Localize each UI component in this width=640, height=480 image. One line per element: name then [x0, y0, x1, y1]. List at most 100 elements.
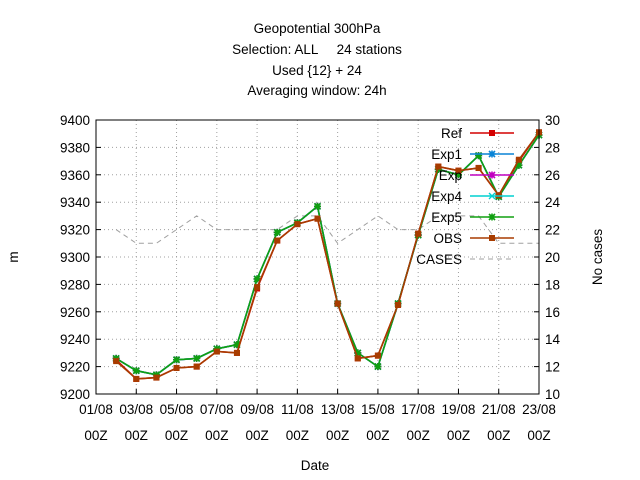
series-line-cases [115, 215, 539, 244]
y-tick-label: 9220 [60, 360, 90, 375]
y-tick-label: 9360 [60, 168, 90, 183]
x-tick-label-date: 01/08 [79, 402, 113, 417]
legend-marker-exp [488, 171, 496, 179]
y2-tick-label: 14 [545, 332, 561, 347]
legend-label-exp5: Exp5 [431, 210, 462, 225]
legend-marker-exp1 [488, 150, 496, 158]
data-point-obs [133, 375, 140, 382]
data-point-obs [515, 156, 522, 163]
data-point-obs [113, 358, 120, 365]
x-tick-label-date: 21/08 [482, 402, 516, 417]
y-tick-label: 9260 [60, 305, 90, 320]
data-point-obs [314, 215, 321, 222]
x-tick-label-date: 13/08 [321, 402, 355, 417]
y-tick-label: 9320 [60, 223, 90, 238]
y-tick-label: 9240 [60, 332, 90, 347]
y-tick-label: 9200 [60, 387, 90, 402]
legend-label-ref: Ref [441, 126, 462, 141]
grid [96, 120, 539, 394]
data-point-obs [233, 349, 240, 356]
cases-layer [115, 215, 539, 244]
x-tick-label-hour: 00Z [205, 428, 228, 443]
x-tick-label-hour: 00Z [326, 428, 349, 443]
title-line-2: Selection: ALL 24 stations [232, 42, 402, 57]
legend-label-exp4: Exp4 [431, 189, 462, 204]
data-point-obs [415, 230, 422, 237]
y2-tick-label: 18 [545, 277, 560, 292]
x-tick-label-date: 05/08 [160, 402, 194, 417]
legend-marker-exp5 [488, 213, 496, 221]
data-point-obs [153, 374, 160, 381]
data-point-exp5 [253, 275, 261, 283]
y-tick-label: 9280 [60, 277, 90, 292]
x-tick-label-date: 17/08 [401, 402, 435, 417]
title-line-1: Geopotential 300hPa [254, 21, 381, 36]
x-tick-label-hour: 00Z [245, 428, 268, 443]
legend-label-obs: OBS [433, 231, 462, 246]
data-point-obs [395, 301, 402, 308]
x-tick-label-hour: 00Z [487, 428, 510, 443]
chart-title: Geopotential 300hPa Selection: ALL 24 st… [232, 21, 402, 98]
x-tick-label-date: 03/08 [119, 402, 153, 417]
data-point-obs [334, 300, 341, 307]
data-point-exp5 [454, 171, 463, 179]
x-tick-label-hour: 00Z [165, 428, 188, 443]
x-tick-label-date: 23/08 [522, 402, 556, 417]
series-layer [112, 129, 543, 382]
data-point-obs [294, 221, 301, 228]
x-tick-label-date: 07/08 [200, 402, 234, 417]
y2-tick-label: 22 [545, 223, 560, 238]
y2-tick-label: 20 [545, 250, 560, 265]
data-point-exp5 [172, 356, 181, 364]
legend-marker-obs [489, 235, 495, 241]
y2-tick-label: 16 [545, 305, 560, 320]
x-tick-label-hour: 00Z [407, 428, 430, 443]
x-tick-label-hour: 00Z [366, 428, 389, 443]
x-axis-label: Date [301, 458, 330, 473]
data-point-exp5 [515, 161, 523, 169]
y2-tick-label: 12 [545, 360, 560, 375]
x-tick-label-hour: 00Z [447, 428, 470, 443]
legend-label-exp: Exp [439, 168, 462, 183]
y-tick-label: 9380 [60, 140, 90, 155]
title-line-4: Averaging window: 24h [247, 83, 386, 98]
data-point-obs [455, 167, 462, 174]
data-point-obs [193, 363, 200, 370]
series-line-exp5 [115, 134, 540, 376]
x-tick-label-date: 15/08 [361, 402, 395, 417]
series-line-obs [115, 131, 540, 380]
y2-axis-label: No cases [590, 229, 605, 286]
data-point-obs [354, 355, 361, 362]
data-point-exp5 [475, 152, 483, 160]
data-point-exp5 [193, 354, 201, 362]
x-tick-label-date: 09/08 [240, 402, 274, 417]
data-point-obs [173, 364, 180, 371]
data-point-obs [254, 284, 261, 291]
x-tick-label-date: 19/08 [442, 402, 476, 417]
x-tick-label-date: 11/08 [281, 402, 314, 417]
y2-tick-label: 26 [545, 168, 560, 183]
y-axis-label: m [6, 251, 21, 262]
title-line-3: Used {12} + 24 [272, 63, 362, 78]
data-point-obs [374, 352, 381, 359]
data-point-obs [274, 237, 281, 244]
data-point-obs [435, 163, 442, 170]
y-tick-label: 9340 [60, 195, 90, 210]
x-tick-label-hour: 00Z [286, 428, 309, 443]
legend-marker-exp4 [488, 192, 496, 200]
data-point-exp5 [374, 363, 382, 371]
y-tick-label: 9400 [60, 113, 90, 128]
legend-label-cases: CASES [416, 252, 462, 267]
y-tick-label: 9300 [60, 250, 90, 265]
x-tick-label-hour: 00Z [125, 428, 148, 443]
axes: 9200 9220 9240 9260 9280 9300 9320 9340 9360 9380… [60, 113, 561, 443]
legend-marker-ref [489, 130, 495, 136]
y2-tick-label: 30 [545, 113, 560, 128]
data-point-exp5 [354, 349, 362, 357]
data-point-exp5 [313, 202, 322, 210]
x-tick-label-hour: 00Z [527, 428, 550, 443]
y2-tick-label: 28 [545, 140, 560, 155]
data-point-exp5 [132, 367, 140, 375]
data-point-obs [475, 164, 482, 171]
